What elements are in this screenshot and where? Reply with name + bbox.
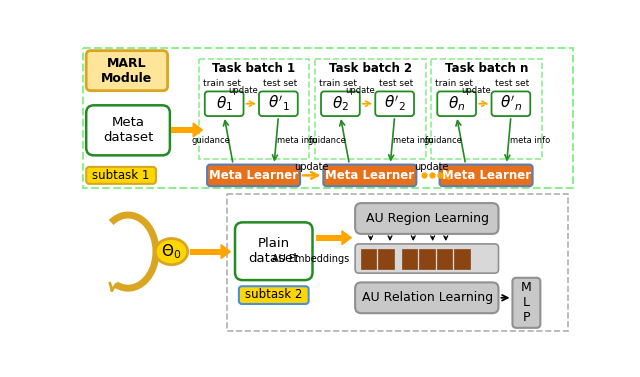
FancyBboxPatch shape bbox=[316, 234, 342, 241]
FancyBboxPatch shape bbox=[440, 165, 532, 186]
Text: Meta Learner: Meta Learner bbox=[325, 169, 415, 182]
Text: $\theta_1$: $\theta_1$ bbox=[216, 94, 233, 113]
FancyBboxPatch shape bbox=[355, 203, 499, 234]
Text: meta info: meta info bbox=[509, 136, 550, 145]
Text: guidance: guidance bbox=[424, 136, 463, 145]
Polygon shape bbox=[342, 231, 351, 245]
FancyBboxPatch shape bbox=[437, 92, 476, 116]
Text: meta info: meta info bbox=[277, 136, 317, 145]
Text: train set: train set bbox=[203, 79, 241, 88]
FancyBboxPatch shape bbox=[402, 248, 417, 268]
Text: $\theta'_n$: $\theta'_n$ bbox=[500, 94, 522, 113]
Polygon shape bbox=[221, 245, 230, 259]
Text: Task batch 2: Task batch 2 bbox=[329, 62, 412, 75]
Text: $\theta_2$: $\theta_2$ bbox=[332, 94, 349, 113]
FancyBboxPatch shape bbox=[419, 248, 435, 268]
FancyBboxPatch shape bbox=[375, 92, 414, 116]
FancyBboxPatch shape bbox=[172, 127, 193, 133]
Text: update: update bbox=[345, 86, 374, 95]
Text: M
L
P: M L P bbox=[521, 281, 532, 324]
Text: $\theta_n$: $\theta_n$ bbox=[448, 94, 465, 113]
FancyBboxPatch shape bbox=[259, 92, 298, 116]
Text: update: update bbox=[415, 161, 449, 172]
Text: subtask 2: subtask 2 bbox=[245, 288, 303, 301]
FancyBboxPatch shape bbox=[355, 282, 499, 313]
Text: guidance: guidance bbox=[191, 136, 230, 145]
Text: MARL
Module: MARL Module bbox=[101, 57, 152, 85]
FancyBboxPatch shape bbox=[321, 92, 360, 116]
Text: update: update bbox=[461, 86, 491, 95]
Text: AU Region Learning: AU Region Learning bbox=[365, 212, 489, 225]
FancyBboxPatch shape bbox=[355, 244, 499, 273]
Text: guidance: guidance bbox=[307, 136, 346, 145]
FancyBboxPatch shape bbox=[86, 167, 156, 184]
Polygon shape bbox=[193, 123, 202, 137]
FancyBboxPatch shape bbox=[239, 286, 308, 304]
Text: $\theta'_2$: $\theta'_2$ bbox=[384, 94, 406, 113]
Text: update: update bbox=[228, 86, 259, 95]
FancyBboxPatch shape bbox=[513, 278, 540, 328]
Text: subtask 1: subtask 1 bbox=[92, 169, 150, 182]
FancyBboxPatch shape bbox=[86, 51, 168, 91]
FancyBboxPatch shape bbox=[323, 165, 417, 186]
FancyBboxPatch shape bbox=[492, 92, 531, 116]
Text: Task batch 1: Task batch 1 bbox=[212, 62, 296, 75]
Text: test set: test set bbox=[495, 79, 529, 88]
FancyBboxPatch shape bbox=[436, 248, 452, 268]
Text: Plain
dataset: Plain dataset bbox=[248, 237, 299, 265]
FancyBboxPatch shape bbox=[190, 248, 221, 255]
Text: Task batch n: Task batch n bbox=[445, 62, 528, 75]
Text: Meta Learner: Meta Learner bbox=[442, 169, 531, 182]
Text: Meta
dataset: Meta dataset bbox=[103, 116, 153, 144]
Text: test set: test set bbox=[263, 79, 297, 88]
Text: train set: train set bbox=[319, 79, 357, 88]
Ellipse shape bbox=[155, 239, 188, 265]
FancyBboxPatch shape bbox=[86, 105, 170, 155]
Text: meta info: meta info bbox=[394, 136, 434, 145]
Text: AU Embeddings: AU Embeddings bbox=[273, 253, 349, 264]
Text: AU Relation Learning: AU Relation Learning bbox=[362, 291, 493, 304]
FancyBboxPatch shape bbox=[378, 248, 394, 268]
Text: $\theta'_1$: $\theta'_1$ bbox=[268, 94, 289, 113]
Text: train set: train set bbox=[435, 79, 474, 88]
Text: $\Theta_0$: $\Theta_0$ bbox=[161, 242, 182, 261]
FancyBboxPatch shape bbox=[454, 248, 470, 268]
FancyBboxPatch shape bbox=[207, 165, 300, 186]
Text: update: update bbox=[294, 161, 329, 172]
Text: test set: test set bbox=[379, 79, 413, 88]
FancyBboxPatch shape bbox=[205, 92, 244, 116]
Text: Meta Learner: Meta Learner bbox=[209, 169, 298, 182]
FancyBboxPatch shape bbox=[360, 248, 376, 268]
FancyBboxPatch shape bbox=[235, 222, 312, 280]
